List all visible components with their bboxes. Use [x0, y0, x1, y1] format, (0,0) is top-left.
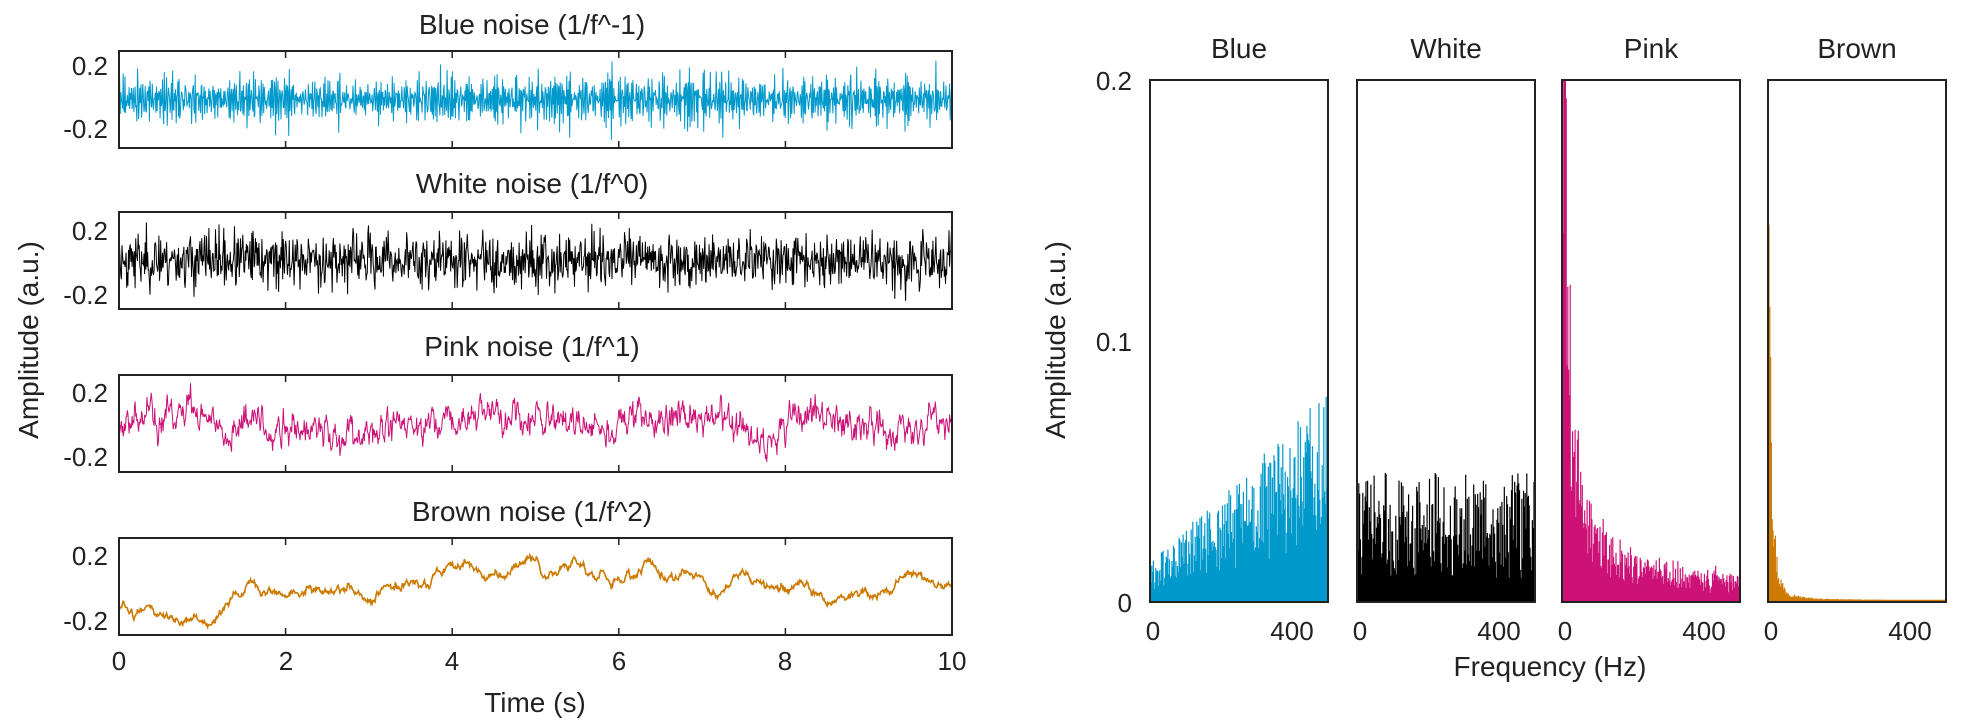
white-spectrum-bars: [1357, 472, 1535, 602]
blue-spectrum-xtick-400: 400: [1270, 616, 1313, 646]
pink-time-title: Pink noise (1/f^1): [424, 331, 639, 362]
brown-time-title: Brown noise (1/f^2): [412, 496, 652, 527]
brown-spectrum-frame: [1767, 79, 1947, 603]
pink-time-trace-group: [118, 383, 953, 463]
spectrum-ytick-0: 0: [1118, 588, 1132, 618]
pink-time-trace: [118, 383, 953, 463]
brown-spectrum-title: Brown: [1817, 33, 1896, 64]
blue-time-trace: [118, 60, 953, 140]
blue-spectrum-bars-group: [1150, 396, 1328, 602]
brown-time-ytick-top: 0.2: [72, 541, 108, 571]
blue-time-xticks: [118, 51, 953, 148]
time-xtick-6: 6: [612, 646, 626, 676]
brown-time-xticks: [118, 538, 953, 635]
pink-time-panel: Pink noise (1/f^1) 0.2 -0.2: [63, 331, 953, 473]
pink-time-ytick-top: 0.2: [72, 378, 108, 408]
blue-time-ytick-bottom: -0.2: [63, 114, 108, 144]
spectrum-xlabel: Frequency (Hz): [1454, 651, 1647, 682]
brown-spectrum-bars: [1768, 224, 1946, 602]
pink-spectrum-bars-group: [1562, 80, 1740, 602]
brown-spectrum-bars-group: [1768, 224, 1946, 602]
blue-time-trace-group: [118, 60, 953, 140]
white-time-trace-group: [118, 222, 953, 301]
time-xtick-4: 4: [445, 646, 459, 676]
blue-time-frame: [118, 50, 953, 149]
white-spectrum-title: White: [1410, 33, 1482, 64]
spectrum-chart: Amplitude (a.u.) 0 0.1 0.2 Blue 0 400 Wh…: [1040, 33, 1947, 682]
white-spectrum-xtick-0: 0: [1353, 616, 1367, 646]
time-xlabel: Time (s): [484, 687, 586, 718]
white-time-panel: White noise (1/f^0) 0.2 -0.2: [63, 168, 953, 310]
brown-time-ytick-bottom: -0.2: [63, 606, 108, 636]
blue-time-panel: Blue noise (1/f^-1) 0.2 -0.2: [63, 9, 953, 149]
white-time-ytick-top: 0.2: [72, 216, 108, 246]
white-spectrum-frame: [1356, 79, 1536, 603]
white-time-frame: [118, 211, 953, 310]
pink-time-xticks: [118, 375, 953, 472]
time-xtick-labels: 0 2 4 6 8 10: [112, 646, 967, 676]
blue-time-title: Blue noise (1/f^-1): [419, 9, 645, 40]
brown-time-trace: [118, 552, 953, 631]
pink-spectrum-frame: [1561, 79, 1741, 603]
time-xtick-8: 8: [778, 646, 792, 676]
brown-time-trace-group: [118, 552, 953, 631]
time-ylabel: Amplitude (a.u.): [13, 241, 44, 439]
brown-spectrum-xtick-400: 400: [1888, 616, 1931, 646]
pink-spectrum-bars: [1562, 80, 1740, 602]
white-time-trace: [118, 222, 953, 301]
white-time-xticks: [118, 212, 953, 309]
pink-spectrum-panel: Pink 0 400: [1558, 33, 1741, 646]
brown-time-frame: [118, 537, 953, 636]
time-series-chart: Amplitude (a.u.) Blue noise (1/f^-1) 0.2…: [13, 9, 966, 718]
white-time-ytick-bottom: -0.2: [63, 280, 108, 310]
time-xtick-10: 10: [938, 646, 967, 676]
spectrum-ylabel: Amplitude (a.u.): [1040, 241, 1071, 439]
brown-spectrum-panel: Brown 0 400: [1764, 33, 1947, 646]
blue-spectrum-bars: [1150, 396, 1328, 602]
blue-time-ytick-top: 0.2: [72, 51, 108, 81]
brown-time-panel: Brown noise (1/f^2) 0.2 -0.2: [63, 496, 953, 636]
brown-spectrum-xtick-0: 0: [1764, 616, 1778, 646]
time-xtick-0: 0: [112, 646, 126, 676]
blue-spectrum-xtick-0: 0: [1146, 616, 1160, 646]
white-spectrum-panel: White 0 400: [1353, 33, 1536, 646]
pink-spectrum-xtick-400: 400: [1682, 616, 1725, 646]
pink-time-ytick-bottom: -0.2: [63, 442, 108, 472]
blue-spectrum-title: Blue: [1211, 33, 1267, 64]
white-spectrum-bars-group: [1357, 472, 1535, 602]
spectrum-ytick-01: 0.1: [1096, 327, 1132, 357]
blue-spectrum-panel: Blue 0 400: [1146, 33, 1329, 646]
spectrum-ytick-02: 0.2: [1096, 66, 1132, 96]
white-spectrum-xtick-400: 400: [1477, 616, 1520, 646]
time-xtick-2: 2: [279, 646, 293, 676]
white-time-title: White noise (1/f^0): [416, 168, 649, 199]
pink-time-frame: [118, 374, 953, 473]
pink-spectrum-xtick-0: 0: [1558, 616, 1572, 646]
blue-spectrum-frame: [1149, 79, 1329, 603]
pink-spectrum-title: Pink: [1624, 33, 1679, 64]
